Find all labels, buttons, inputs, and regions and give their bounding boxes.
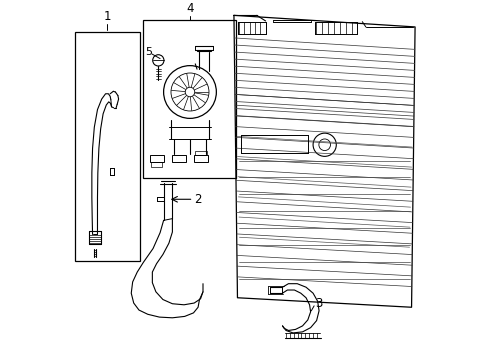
Bar <box>75 32 140 261</box>
Text: 5: 5 <box>144 46 152 57</box>
Bar <box>149 155 163 162</box>
Bar <box>151 162 162 167</box>
Text: 1: 1 <box>103 10 111 23</box>
Bar <box>172 155 185 162</box>
Text: 2: 2 <box>194 193 202 206</box>
Bar <box>143 20 236 178</box>
Bar <box>193 155 207 162</box>
Bar <box>194 151 206 155</box>
Text: 3: 3 <box>314 297 322 310</box>
Text: 4: 4 <box>185 2 193 15</box>
